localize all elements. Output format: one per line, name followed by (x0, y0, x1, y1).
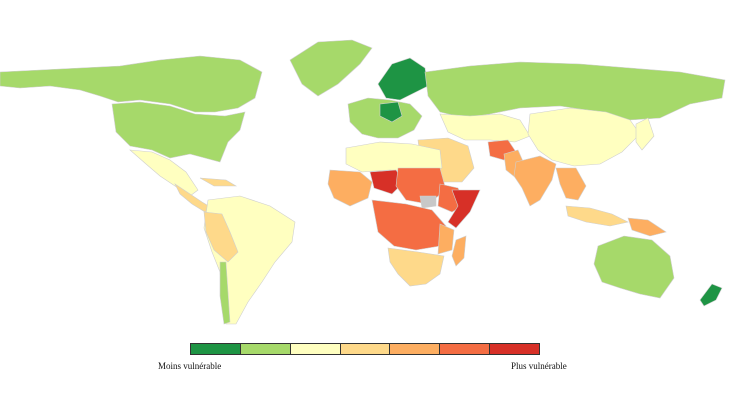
region-central-europe (379, 101, 403, 123)
region-china (527, 107, 641, 167)
region-australia (593, 235, 675, 299)
region-southeast-asia (555, 167, 587, 201)
region-central-asia (439, 113, 531, 143)
region-papua (627, 217, 667, 237)
region-chile (219, 261, 231, 325)
legend-swatch (191, 344, 240, 354)
legend-swatch (439, 344, 490, 354)
legend-swatch (239, 344, 290, 354)
region-greenland (289, 39, 373, 97)
region-somalia (447, 189, 481, 229)
region-central-africa (371, 199, 447, 251)
region-caribbean (199, 177, 238, 187)
region-india (513, 155, 557, 207)
legend-high-label: Plus vulnérable (511, 361, 567, 371)
region-scandinavia (377, 57, 429, 101)
region-indonesia (565, 205, 629, 227)
legend-low-label: Moins vulnérable (158, 361, 222, 371)
region-madagascar (451, 235, 467, 267)
region-mexico (129, 149, 199, 197)
legend-swatch (339, 344, 390, 354)
region-usa (111, 101, 246, 163)
region-canada (0, 55, 263, 113)
region-southern-africa (387, 247, 445, 287)
legend-swatch (489, 344, 540, 354)
region-new-zealand (699, 283, 723, 307)
region-japan-korea (635, 117, 655, 151)
legend-swatch (389, 344, 440, 354)
region-andes-west (203, 211, 239, 263)
region-east-africa (437, 223, 455, 255)
region-west-africa (327, 169, 373, 207)
legend-color-scale (190, 343, 540, 355)
world-vulnerability-map (0, 39, 726, 325)
legend-swatch (289, 344, 340, 354)
region-no-data (419, 195, 437, 209)
